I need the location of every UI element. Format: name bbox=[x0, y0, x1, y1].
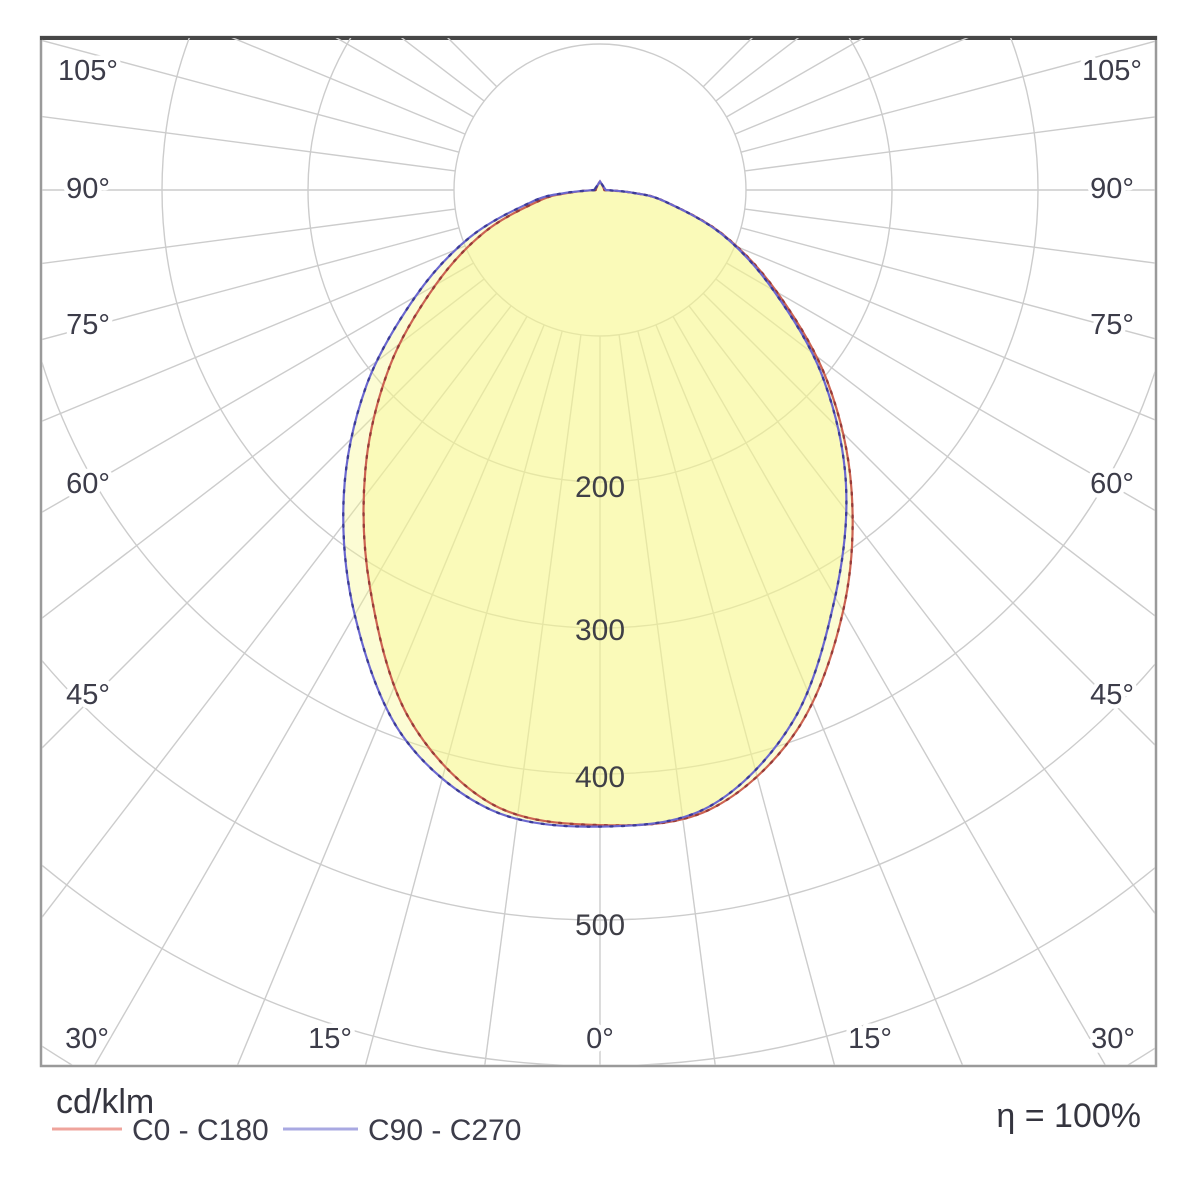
radial-line--45.0 bbox=[42, 292, 498, 749]
angle-label-right-60: 60° bbox=[1090, 468, 1134, 500]
radial-line--97.5 bbox=[42, 115, 456, 172]
angle-label-bottom-30R: 30° bbox=[1091, 1023, 1135, 1055]
radial-line-15.0 bbox=[637, 330, 836, 1065]
efficiency-label: η = 100% bbox=[996, 1097, 1141, 1135]
radial-line-97.5 bbox=[744, 116, 1155, 172]
radial-line-67.5 bbox=[734, 245, 1155, 421]
radial-line-45.0 bbox=[702, 292, 1155, 746]
curve-points-C0-C180 bbox=[362, 179, 854, 827]
angle-label-left-75: 75° bbox=[66, 309, 110, 341]
units-label: cd/klm bbox=[56, 1083, 154, 1121]
chart-footer: cd/klm C0 - C180 C90 - C270 η = 100% bbox=[52, 1083, 1141, 1147]
plot-border bbox=[39, 35, 1158, 1068]
legend-label-c90-c270: C90 - C270 bbox=[368, 1114, 521, 1147]
radial-line--112.5 bbox=[231, 38, 466, 135]
curve-fill-C0-C180 bbox=[363, 181, 853, 826]
radial-line--105.0 bbox=[42, 39, 460, 153]
radial-tick-500: 500 bbox=[575, 909, 625, 942]
radial-line--60.0 bbox=[42, 262, 474, 513]
radial-line-30.0 bbox=[672, 316, 1107, 1065]
radial-line--15.0 bbox=[364, 330, 563, 1065]
radial-line--22.5 bbox=[236, 324, 545, 1065]
angle-label-bottom-30L: 30° bbox=[65, 1023, 109, 1055]
radial-tick-200: 200 bbox=[575, 471, 625, 504]
angle-label-right-90: 90° bbox=[1090, 173, 1134, 205]
radial-line--30.0 bbox=[93, 316, 528, 1065]
angle-label-right-75: 75° bbox=[1090, 309, 1134, 341]
curve-fill-C90-C270 bbox=[343, 181, 847, 827]
radial-tick-400: 400 bbox=[575, 761, 625, 794]
angle-label-bottom-0: 0° bbox=[586, 1023, 614, 1055]
angle-label-right-105: 105° bbox=[1082, 55, 1142, 87]
legend-label-c0-c180: C0 - C180 bbox=[132, 1114, 269, 1147]
angle-label-left-90: 90° bbox=[66, 173, 110, 205]
radial-line--7.5 bbox=[484, 334, 582, 1065]
angle-label-left-105: 105° bbox=[58, 55, 118, 87]
radial-line--82.5 bbox=[42, 208, 456, 265]
angle-labels-left: 105° 90° 75° 60° 45° bbox=[54, 51, 123, 716]
radial-tick-300: 300 bbox=[575, 614, 625, 647]
angle-labels-bottom: 30° 15° 0° 15° 30° bbox=[61, 1019, 1140, 1060]
angle-label-left-60: 60° bbox=[66, 468, 110, 500]
radial-line-60.0 bbox=[726, 262, 1155, 512]
radial-line-105.0 bbox=[740, 40, 1155, 153]
intensity-curves bbox=[342, 179, 854, 828]
radial-line-75.0 bbox=[740, 227, 1155, 340]
radial-line-112.5 bbox=[734, 38, 969, 135]
radial-line-22.5 bbox=[655, 324, 964, 1065]
radial-line-37.5 bbox=[688, 305, 1155, 915]
radial-line--67.5 bbox=[42, 245, 466, 422]
radial-tick-labels: 200 300 400 500 bbox=[575, 471, 625, 942]
curve-points-C90-C270 bbox=[342, 179, 848, 828]
angle-label-left-45: 45° bbox=[66, 679, 110, 711]
radial-line--52.5 bbox=[42, 278, 485, 620]
radial-line-82.5 bbox=[744, 208, 1155, 264]
angle-label-bottom-15L: 15° bbox=[308, 1023, 352, 1055]
angle-label-right-45: 45° bbox=[1090, 679, 1134, 711]
angle-labels-right: 105° 90° 75° 60° 45° bbox=[1078, 51, 1147, 716]
radial-line-52.5 bbox=[715, 278, 1155, 617]
radial-line-7.5 bbox=[618, 334, 716, 1065]
angle-label-bottom-15R: 15° bbox=[848, 1023, 892, 1055]
radial-line--75.0 bbox=[42, 227, 460, 341]
